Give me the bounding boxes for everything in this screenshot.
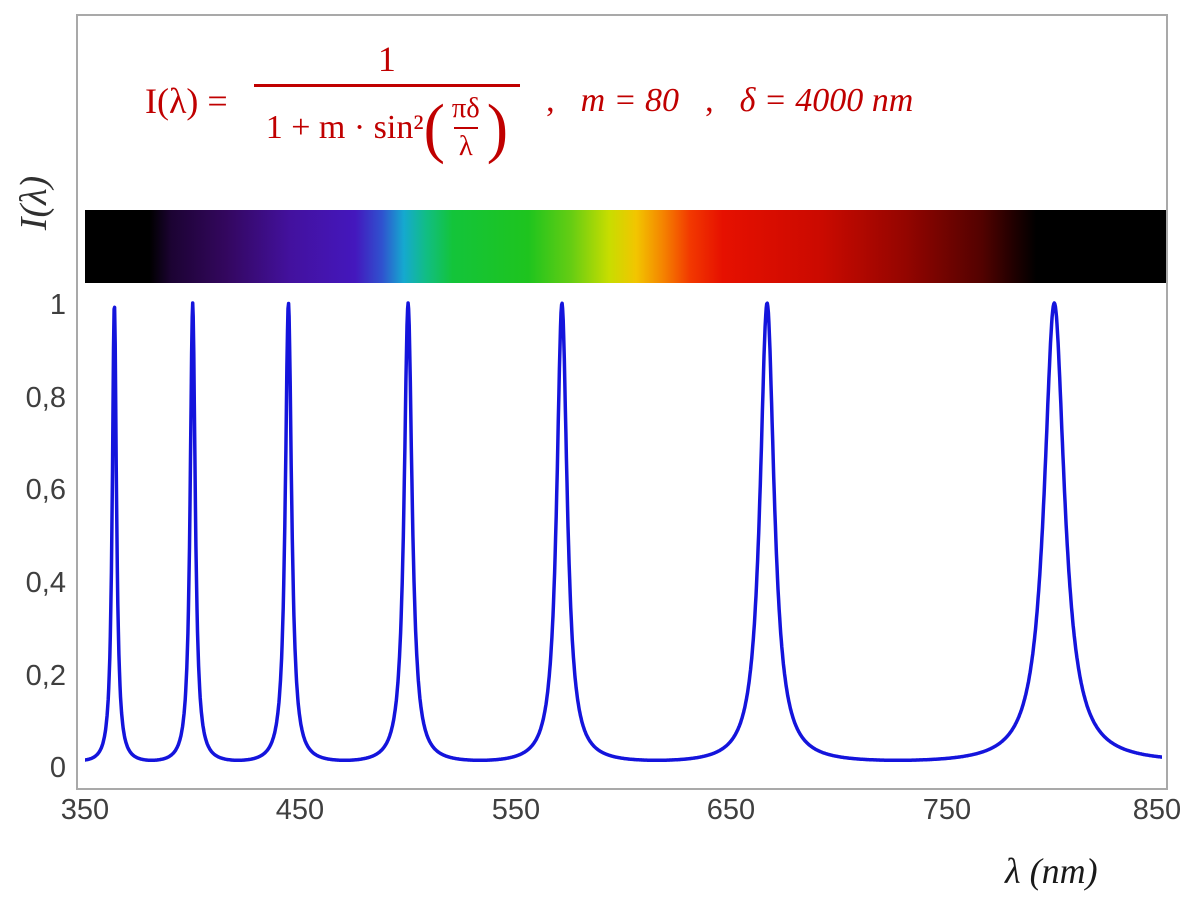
x-tick-850: 850: [1132, 794, 1182, 826]
spectrum-bar: [85, 210, 1166, 283]
fraction-numerator: 1: [377, 39, 396, 79]
big-paren-left: (: [423, 90, 445, 165]
y-axis-title: I(λ): [13, 175, 55, 231]
formula-comma-2: ,: [705, 81, 714, 119]
denominator-prefix: 1 + m · sin²: [265, 109, 424, 146]
chart-frame: [76, 14, 1168, 790]
intensity-curve: [85, 301, 1162, 763]
y-tick-0-2: 0,2: [25, 660, 66, 692]
inner-fraction-denominator: λ: [453, 127, 478, 163]
formula-lhs: I(λ) =: [145, 80, 228, 121]
fraction: 1 1 + m · sin² ( πδ λ ): [253, 38, 521, 165]
x-tick-450: 450: [275, 794, 325, 826]
formula-param-delta: δ = 4000 nm: [739, 81, 914, 119]
y-tick-0: 0: [49, 752, 66, 784]
x-tick-350: 350: [60, 794, 110, 826]
y-tick-0-4: 0,4: [25, 567, 66, 599]
fraction-denominator: 1 + m · sin² ( πδ λ ): [253, 84, 521, 165]
inner-fraction-numerator: πδ: [451, 93, 480, 124]
y-tick-0-6: 0,6: [25, 474, 66, 506]
formula: I(λ) = 1 1 + m · sin² ( πδ λ ) , m = 80 …: [145, 38, 913, 163]
x-tick-750: 750: [922, 794, 972, 826]
inner-fraction: πδ λ: [447, 93, 485, 163]
y-tick-1: 1: [49, 289, 66, 321]
x-axis-title: λ (nm): [1005, 851, 1098, 891]
x-tick-550: 550: [491, 794, 541, 826]
formula-comma-1: ,: [546, 81, 555, 119]
big-paren-right: ): [486, 90, 509, 165]
x-tick-650: 650: [706, 794, 756, 826]
formula-param-m: m = 80: [580, 81, 680, 119]
y-tick-0-8: 0,8: [25, 382, 66, 414]
